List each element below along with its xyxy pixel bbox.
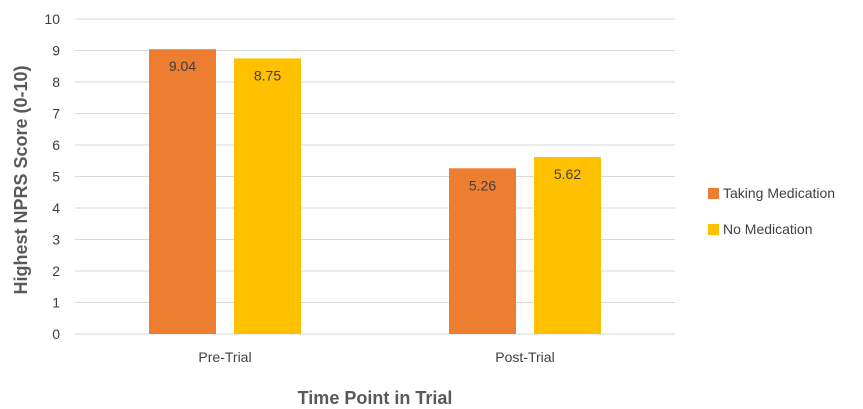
- bar-data-labels: 9.04 8.75 5.26 5.62: [169, 58, 581, 193]
- y-axis-title: Highest NPRS Score (0-10): [11, 65, 31, 294]
- bar: [534, 156, 601, 334]
- y-tick-label: 5: [52, 169, 60, 185]
- y-tick-label: 1: [52, 295, 60, 311]
- bars: [149, 49, 601, 335]
- y-tick-label: 2: [52, 263, 60, 279]
- x-category-label: Pre-Trial: [198, 349, 251, 365]
- x-category-label: Post-Trial: [495, 349, 554, 365]
- y-tick-label: 6: [52, 137, 60, 153]
- legend: Taking Medication No Medication: [708, 185, 835, 237]
- x-axis-title: Time Point in Trial: [298, 388, 453, 408]
- y-axis-ticks: 0 1 2 3 4 5 6 7 8 9 10: [44, 11, 60, 342]
- legend-swatch: [708, 224, 719, 235]
- bar-value-label: 5.62: [554, 166, 581, 182]
- bar: [449, 168, 516, 334]
- y-tick-label: 9: [52, 43, 60, 59]
- bar: [234, 58, 301, 334]
- legend-label: Taking Medication: [723, 185, 835, 201]
- y-tick-label: 0: [52, 326, 60, 342]
- legend-swatch: [708, 188, 719, 199]
- bar-value-label: 5.26: [469, 177, 496, 193]
- bar: [149, 49, 216, 335]
- legend-label: No Medication: [723, 221, 813, 237]
- y-tick-label: 4: [52, 200, 60, 216]
- bar-value-label: 8.75: [254, 67, 281, 83]
- y-tick-label: 7: [52, 106, 60, 122]
- y-tick-label: 10: [44, 11, 60, 27]
- bar-value-label: 9.04: [169, 58, 196, 74]
- y-tick-label: 8: [52, 74, 60, 90]
- x-axis-categories: Pre-Trial Post-Trial: [198, 349, 554, 365]
- y-tick-label: 3: [52, 232, 60, 248]
